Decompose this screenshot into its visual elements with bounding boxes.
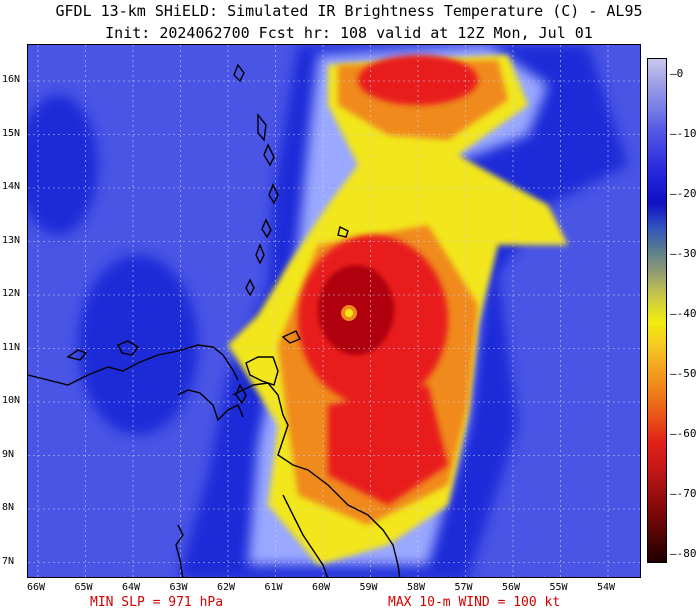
longitude-label: 59W xyxy=(359,582,378,593)
chart-title: GFDL 13-km SHiELD: Simulated IR Brightne… xyxy=(55,2,643,20)
colorbar-tick-label: —-60 xyxy=(670,427,697,440)
latitude-label: 12N xyxy=(2,288,21,299)
longitude-label: 65W xyxy=(74,582,93,593)
lat-lon-grid xyxy=(28,45,640,577)
colorbar-tick-label: —-10 xyxy=(670,127,697,140)
longitude-label: 60W xyxy=(312,582,331,593)
latitude-label: 16N xyxy=(2,74,21,85)
satellite-map xyxy=(27,44,641,578)
latitude-label: 11N xyxy=(2,341,21,353)
longitude-label: 66W xyxy=(27,582,46,593)
latitude-label: 15N xyxy=(2,127,21,139)
min-slp-readout: MIN SLP = 971 hPa xyxy=(90,595,224,610)
longitude-label: 58W xyxy=(407,582,426,593)
latitude-label: 7N xyxy=(2,555,15,567)
longitude-label: 57W xyxy=(454,582,473,593)
max-wind-readout: MAX 10-m WIND = 100 kt xyxy=(388,595,561,610)
longitude-label: 62W xyxy=(217,582,236,593)
latitude-label: 8N xyxy=(2,502,15,513)
latitude-label: 14N xyxy=(2,181,21,192)
longitude-label: 56W xyxy=(502,582,521,593)
longitude-label: 55W xyxy=(549,582,568,593)
coastlines xyxy=(28,63,401,577)
ir-brightness-field xyxy=(28,45,640,577)
latitude-label: 9N xyxy=(2,448,15,460)
colorbar-tick-label: —-70 xyxy=(670,487,697,500)
colorbar xyxy=(647,58,667,563)
colorbar-tick-label: —-30 xyxy=(670,247,697,260)
longitude-label: 54W xyxy=(597,582,616,593)
longitude-label: 64W xyxy=(122,582,141,593)
colorbar-tick-label: —-20 xyxy=(670,187,697,200)
colorbar-tick-label: —-40 xyxy=(670,307,697,320)
colorbar-tick-label: —0 xyxy=(670,67,684,80)
colorbar-tick-label: —-50 xyxy=(670,367,697,380)
longitude-label: 63W xyxy=(169,582,188,593)
latitude-label: 13N xyxy=(2,234,21,246)
longitude-label: 61W xyxy=(264,582,283,593)
colorbar-tick-label: —-80 xyxy=(670,547,697,560)
storm-eye xyxy=(345,309,353,317)
latitude-label: 10N xyxy=(2,395,21,406)
chart-subtitle: Init: 2024062700 Fcst hr: 108 valid at 1… xyxy=(105,24,593,42)
